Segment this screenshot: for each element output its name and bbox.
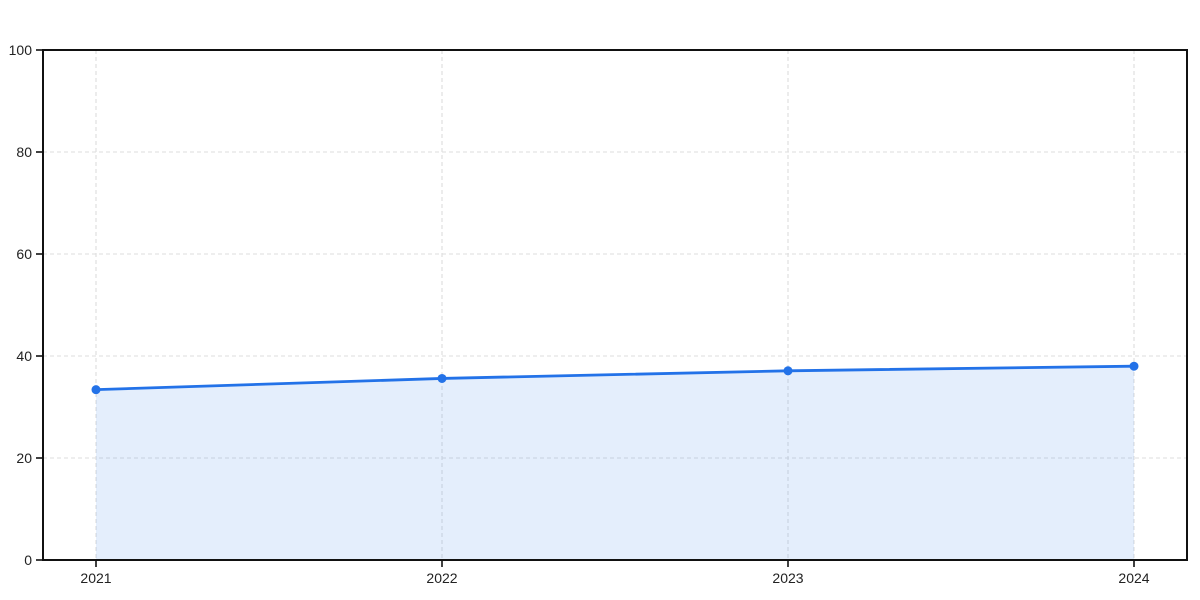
y-tick-label: 20: [16, 450, 32, 466]
x-tick-label: 2022: [426, 570, 457, 586]
area-fill: [96, 366, 1134, 560]
x-tick-label: 2024: [1118, 570, 1149, 586]
plot-frame: [42, 49, 1188, 561]
data-point-marker: [783, 366, 793, 376]
y-tick-label: 100: [9, 42, 33, 58]
y-tick-label: 0: [24, 552, 32, 568]
x-tick-label: 2021: [80, 570, 111, 586]
y-tick-label: 40: [16, 348, 32, 364]
trend-line: [94, 364, 1136, 392]
y-tick-label: 80: [16, 144, 32, 160]
data-point-marker: [437, 373, 447, 383]
data-point-marker: [1129, 361, 1139, 371]
data-point-marker: [91, 385, 101, 395]
x-tick-label: 2023: [772, 570, 803, 586]
y-tick-label: 60: [16, 246, 32, 262]
